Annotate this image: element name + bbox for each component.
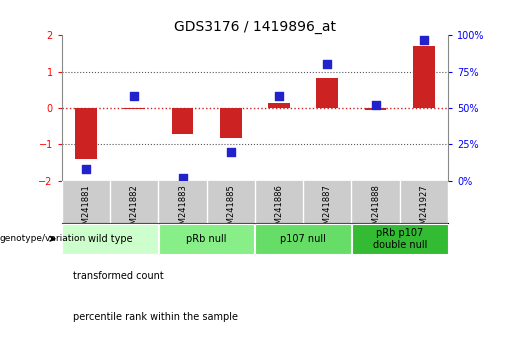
Text: GSM241882: GSM241882	[130, 184, 139, 235]
Bar	[268, 103, 290, 108]
Text: GSM241886: GSM241886	[274, 184, 284, 235]
Bar	[352, 224, 448, 253]
Point	[178, 175, 186, 181]
Point	[420, 37, 428, 42]
Point	[323, 62, 332, 67]
Text: GSM241885: GSM241885	[226, 184, 235, 235]
Bar	[365, 108, 386, 110]
Bar	[124, 108, 145, 109]
Point	[130, 93, 139, 99]
Title: GDS3176 / 1419896_at: GDS3176 / 1419896_at	[174, 21, 336, 34]
Text: GSM241887: GSM241887	[323, 184, 332, 235]
Point	[275, 93, 283, 99]
Text: transformed count: transformed count	[73, 271, 164, 281]
Text: wild type: wild type	[88, 234, 132, 244]
Bar	[171, 108, 193, 134]
Text: GSM241883: GSM241883	[178, 184, 187, 235]
Bar	[255, 224, 351, 253]
Text: pRb p107
double null: pRb p107 double null	[372, 228, 427, 250]
Bar	[62, 224, 158, 253]
Text: pRb null: pRb null	[186, 234, 227, 244]
Text: GSM241888: GSM241888	[371, 184, 380, 235]
Bar	[317, 78, 338, 108]
Bar	[220, 108, 242, 138]
Point	[371, 102, 380, 108]
Text: GSM241927: GSM241927	[419, 184, 428, 235]
Point	[82, 166, 90, 172]
Text: percentile rank within the sample: percentile rank within the sample	[73, 312, 238, 322]
Bar	[75, 108, 97, 159]
Point	[227, 149, 235, 154]
Bar	[159, 224, 254, 253]
Text: GSM241881: GSM241881	[81, 184, 91, 235]
Text: genotype/variation: genotype/variation	[0, 234, 86, 243]
Bar	[413, 46, 435, 108]
Text: p107 null: p107 null	[280, 234, 326, 244]
